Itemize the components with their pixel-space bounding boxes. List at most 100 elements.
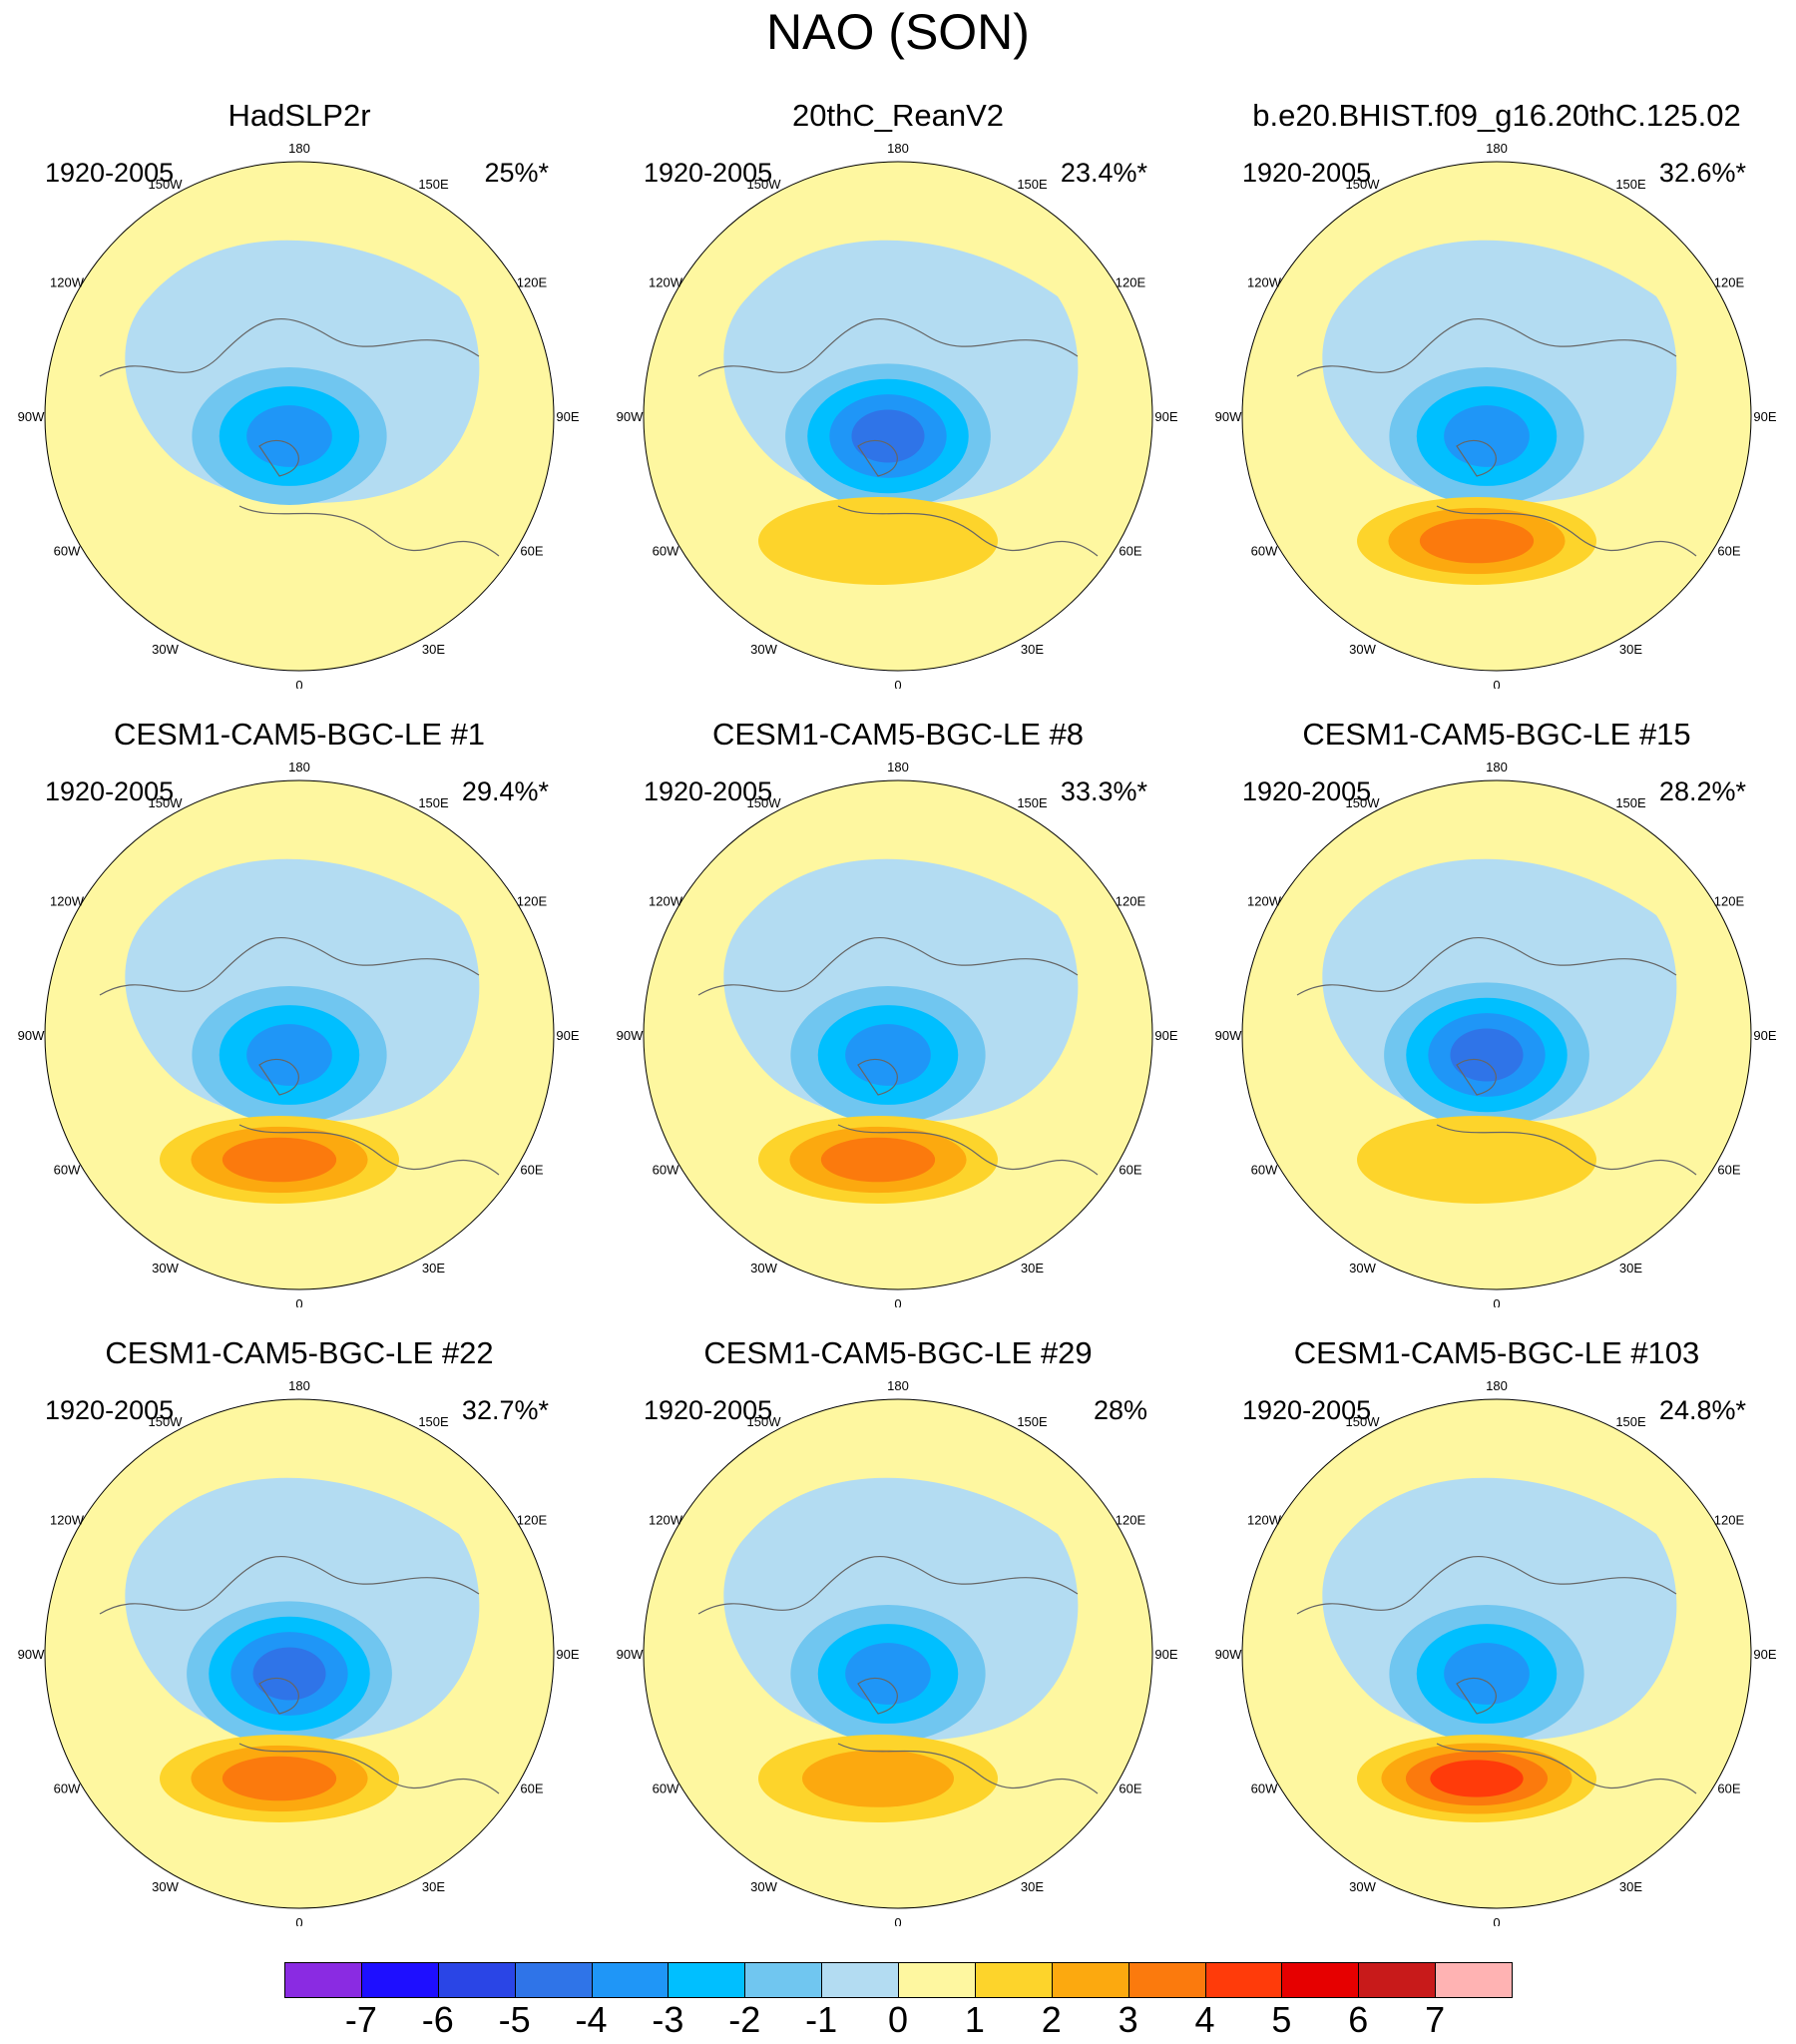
longitude-label: 180 — [887, 1378, 909, 1393]
longitude-label: 60W — [653, 544, 679, 559]
longitude-label: 30E — [1021, 642, 1044, 657]
longitude-label: 120E — [517, 1513, 548, 1528]
panel-years: 1920-2005 — [1242, 158, 1372, 188]
longitude-label: 60E — [520, 1163, 543, 1178]
longitude-label: 150W — [747, 1414, 782, 1429]
longitude-label: 120W — [1247, 894, 1282, 909]
longitude-label: 0 — [894, 1915, 901, 1926]
positive-contour-level — [820, 1137, 936, 1183]
negative-contour-level — [1444, 405, 1530, 467]
longitude-label: 90W — [617, 409, 644, 424]
longitude-label: 150E — [1615, 795, 1646, 810]
longitude-label: 90W — [1215, 1647, 1242, 1662]
panel-title: 20thC_ReanV2 — [792, 98, 1004, 133]
map-panel: HadSLP2r 1920-2005 25%* 180 150E 120E 90E 60E 30… — [0, 90, 599, 689]
coastline — [697, 318, 1099, 557]
longitude-label: 150W — [149, 795, 184, 810]
colorbar-tick-label: 4 — [1194, 1999, 1215, 2040]
longitude-label: 180 — [1486, 760, 1508, 774]
longitude-label: 30W — [1349, 1879, 1376, 1894]
panel-years: 1920-2005 — [45, 158, 175, 188]
coastline — [697, 937, 1099, 1176]
coastline — [1296, 318, 1697, 557]
colorbar-swatch — [668, 1962, 746, 1998]
panel-years: 1920-2005 — [644, 158, 773, 188]
longitude-label: 30E — [1619, 642, 1642, 657]
coastline — [99, 1556, 500, 1794]
longitude-label: 60W — [653, 1163, 679, 1178]
longitude-label: 90W — [18, 1647, 45, 1662]
longitude-label: 150W — [1346, 1414, 1381, 1429]
polar-map: 180 150E 120E 90E 60E 30E 0 30W 60W 90W 120W 150W — [1215, 141, 1777, 689]
longitude-label: 60W — [1251, 1163, 1278, 1178]
longitude-label: 120W — [1247, 275, 1282, 290]
map-boundary — [44, 779, 555, 1290]
map-boundary — [1241, 779, 1752, 1290]
longitude-label: 90W — [617, 1028, 644, 1043]
longitude-label: 120E — [1116, 275, 1146, 290]
longitude-label: 30E — [422, 1879, 445, 1894]
coastline — [697, 1556, 1099, 1794]
panel-years: 1920-2005 — [45, 776, 175, 806]
positive-contour-level — [222, 1137, 337, 1183]
colorbar-tick-label: -7 — [344, 1999, 377, 2040]
longitude-label: 30E — [1619, 1879, 1642, 1894]
colorbar-tick-label: 2 — [1041, 1999, 1062, 2040]
colorbar-tick-label: -1 — [805, 1999, 838, 2040]
negative-contour-level — [252, 1647, 326, 1701]
longitude-label: 90W — [1215, 409, 1242, 424]
longitude-label: 60W — [54, 1782, 81, 1796]
longitude-label: 120E — [517, 275, 548, 290]
figure-title: NAO (SON) — [766, 4, 1030, 60]
colorbar-swatch — [821, 1962, 899, 1998]
longitude-label: 90E — [556, 1028, 579, 1043]
colorbar-tick-label: 6 — [1348, 1999, 1369, 2040]
panel-title: CESM1-CAM5-BGC-LE #29 — [703, 1335, 1093, 1370]
longitude-label: 30W — [1349, 1261, 1376, 1276]
map-panel: CESM1-CAM5-BGC-LE #1 1920-2005 29.4%* 180 15… — [0, 709, 599, 1307]
longitude-label: 90W — [1215, 1028, 1242, 1043]
panel-title: CESM1-CAM5-BGC-LE #8 — [711, 717, 1085, 752]
panel-percent-variance: 23.4%* — [1060, 158, 1147, 188]
map-panel: CESM1-CAM5-BGC-LE #22 1920-2005 32.7%* 180 1… — [0, 1327, 599, 1926]
polar-map: 180 150E 120E 90E 60E 30E 0 30W 60W 90W 120W 150W — [18, 1378, 580, 1926]
positive-contour-level — [222, 1756, 337, 1801]
coastline — [99, 937, 500, 1176]
panel-percent-variance: 29.4%* — [461, 776, 549, 806]
colorbar-swatch — [514, 1962, 593, 1998]
longitude-label: 150E — [418, 795, 449, 810]
coastline — [1296, 937, 1697, 1176]
longitude-label: 120W — [50, 1513, 85, 1528]
longitude-label: 0 — [1493, 1296, 1500, 1307]
polar-map: 180 150E 120E 90E 60E 30E 0 30W 60W 90W 120W 150W — [1215, 760, 1777, 1307]
longitude-label: 60E — [520, 1782, 543, 1796]
longitude-label: 90E — [1753, 1647, 1776, 1662]
panel-years: 1920-2005 — [1242, 776, 1372, 806]
panel-title: HadSLP2r — [227, 98, 371, 133]
longitude-label: 150W — [747, 795, 782, 810]
map-boundary — [643, 779, 1153, 1290]
negative-contour-level — [1450, 1028, 1524, 1082]
map-boundary — [643, 1398, 1153, 1909]
longitude-label: 150E — [1615, 1414, 1646, 1429]
positive-contour-level — [1430, 1760, 1524, 1797]
colorbar-tick-label: 5 — [1271, 1999, 1292, 2040]
longitude-label: 30W — [152, 1261, 179, 1276]
longitude-label: 60E — [1717, 544, 1740, 559]
longitude-label: 60E — [1119, 1163, 1141, 1178]
map-boundary — [643, 161, 1153, 672]
colorbar-tick-label: -4 — [575, 1999, 608, 2040]
colorbar-swatch — [1051, 1962, 1129, 1998]
longitude-label: 150E — [418, 1414, 449, 1429]
map-panel: 20thC_ReanV2 1920-2005 23.4%* 180 150E 120E 90… — [599, 90, 1197, 689]
colorbar-swatch — [1358, 1962, 1437, 1998]
longitude-label: 90E — [1154, 1647, 1177, 1662]
longitude-label: 60E — [520, 544, 543, 559]
negative-contour-level — [845, 1024, 931, 1086]
colorbar-swatch — [360, 1962, 439, 1998]
longitude-label: 0 — [1493, 1915, 1500, 1926]
longitude-label: 150E — [1017, 795, 1048, 810]
longitude-label: 60E — [1717, 1782, 1740, 1796]
colorbar-swatch — [437, 1962, 516, 1998]
panel-years: 1920-2005 — [644, 1395, 773, 1425]
